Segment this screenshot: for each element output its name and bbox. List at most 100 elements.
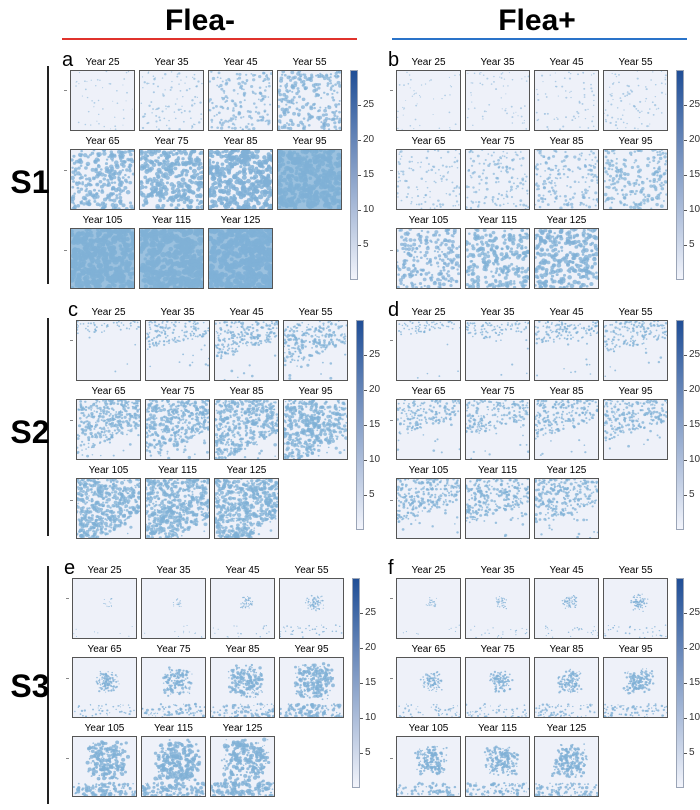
map-tile-c-8 [76,478,141,539]
year-label-d-3: Year 55 [618,307,653,318]
map-tile-e-5 [141,657,206,718]
colorbar-tickmark-e-1 [360,718,363,719]
map-tile-plot-a-0 [75,71,134,130]
year-label-b-0: Year 25 [411,57,446,68]
year-label-a-7: Year 95 [292,136,327,147]
year-label-f-4: Year 65 [411,644,446,655]
map-tile-f-2 [534,578,599,639]
map-tile-plot-d-10 [535,479,598,538]
map-tile-plot-a-3 [278,71,341,130]
map-tile-a-8 [70,228,135,289]
year-label-e-10: Year 125 [222,723,263,734]
axis-tick-e-2 [66,758,69,759]
colorbar-c [356,320,364,530]
year-label-c-8: Year 105 [88,465,129,476]
map-tile-plot-d-7 [604,400,667,450]
colorbar-tickmark-f-1 [684,718,687,719]
map-tile-plot-f-8 [397,745,460,796]
map-tile-plot-a-5 [140,150,203,209]
year-label-d-8: Year 105 [408,465,449,476]
map-tile-plot-d-2 [535,321,598,377]
map-tile-plot-d-9 [466,479,529,538]
colorbar-tick-d-1: 10 [689,454,700,465]
map-tile-plot-a-6 [209,150,272,209]
year-label-d-1: Year 35 [480,307,515,318]
map-tile-e-6 [210,657,275,718]
year-label-f-7: Year 95 [618,644,653,655]
year-label-e-1: Year 35 [156,565,191,576]
colorbar-tick-c-1: 10 [369,454,381,465]
axis-tick-a-1 [64,170,67,171]
year-label-f-9: Year 115 [478,723,517,734]
year-label-c-1: Year 35 [160,307,195,318]
map-tile-plot-d-4 [397,400,460,454]
colorbar-tickmark-c-0 [364,495,367,496]
colorbar-tickmark-e-0 [360,753,363,754]
year-label-a-1: Year 35 [154,57,189,68]
colorbar-tickmark-e-3 [360,648,363,649]
map-tile-plot-b-7 [604,150,667,209]
axis-tick-c-2 [70,500,73,501]
colorbar-a [350,70,358,280]
year-label-a-4: Year 65 [85,136,120,147]
map-tile-c-1 [145,320,210,381]
year-label-b-7: Year 95 [618,136,653,147]
colorbar-tick-e-0: 5 [365,747,371,758]
year-label-e-9: Year 115 [154,723,193,734]
map-tile-plot-e-8 [73,740,136,796]
colorbar-tickmark-b-4 [684,105,687,106]
colorbar-tick-f-2: 15 [689,677,700,688]
map-tile-plot-a-1 [140,71,203,130]
year-label-e-7: Year 95 [294,644,329,655]
map-tile-plot-b-0 [397,71,460,130]
panel-letter-e: e [64,557,76,579]
map-tile-plot-c-10 [215,479,278,538]
map-tile-c-2 [214,320,279,381]
map-tile-f-1 [465,578,530,639]
map-tile-plot-f-7 [604,668,667,717]
map-tile-c-5 [145,399,210,460]
year-label-c-10: Year 125 [226,465,267,476]
year-label-c-7: Year 95 [298,386,333,397]
colorbar-tickmark-a-0 [358,245,361,246]
map-tile-plot-d-8 [397,479,460,534]
map-tile-plot-b-9 [466,229,529,288]
map-tile-plot-c-9 [146,479,209,538]
panel-letter-a: a [62,49,74,71]
colorbar-tick-b-0: 5 [689,239,695,250]
map-tile-f-9 [465,736,530,797]
map-tile-b-9 [465,228,530,289]
year-label-b-4: Year 65 [411,136,446,147]
map-tile-plot-c-5 [146,400,209,459]
axis-tick-f-2 [390,758,393,759]
colorbar-tickmark-a-2 [358,175,361,176]
map-tile-plot-a-9 [140,229,203,288]
map-tile-plot-b-4 [397,150,460,209]
map-tile-plot-e-9 [142,738,205,796]
map-tile-b-4 [396,149,461,210]
map-tile-a-6 [208,149,273,210]
map-tile-c-10 [214,478,279,539]
map-tile-plot-c-3 [284,321,347,380]
colorbar-tick-d-2: 15 [689,419,700,430]
map-tile-d-6 [534,399,599,460]
axis-tick-c-0 [70,340,73,341]
map-tile-f-10 [534,736,599,797]
axis-tick-a-0 [64,90,67,91]
scenario-label-s2: S2 [10,414,50,450]
colorbar-tickmark-f-0 [684,753,687,754]
colorbar-tick-e-2: 15 [365,677,377,688]
map-tile-plot-f-3 [604,593,667,638]
year-label-f-2: Year 45 [549,565,584,576]
map-tile-e-10 [210,736,275,797]
column-header-flea-plus: Flea+ [498,4,576,37]
colorbar-tick-f-1: 10 [689,712,700,723]
colorbar-tick-a-0: 5 [363,239,369,250]
map-tile-d-3 [603,320,668,381]
column-rule-flea-plus [392,38,687,40]
colorbar-tick-b-2: 15 [689,169,700,180]
panel-letter-f: f [388,557,394,579]
map-tile-plot-c-0 [77,321,140,373]
year-label-c-3: Year 55 [298,307,333,318]
